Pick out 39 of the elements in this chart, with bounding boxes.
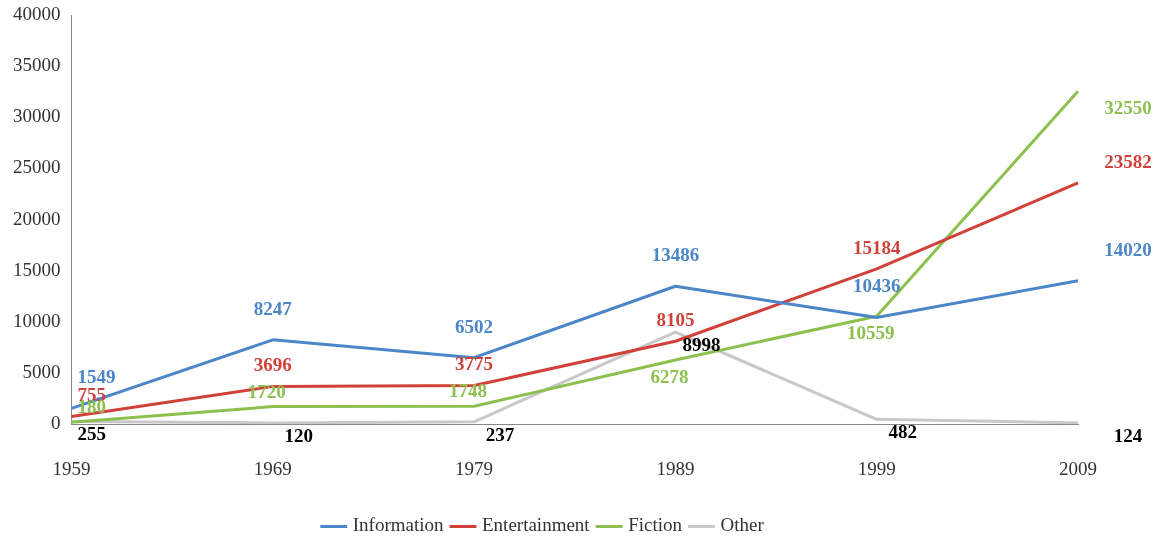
data-label: 32550 (1104, 97, 1152, 119)
y-tick-label: 20000 (13, 207, 61, 229)
y-tick-label: 35000 (13, 54, 61, 76)
x-tick-label: 1989 (656, 457, 695, 479)
data-label: 10436 (852, 275, 901, 297)
data-label: 13486 (651, 244, 700, 266)
y-tick-label: 15000 (13, 258, 61, 280)
x-tick-label: 1979 (455, 457, 494, 479)
y-tick-label: 10000 (13, 309, 61, 331)
data-label: 1549 (77, 366, 116, 388)
legend-label: Other (720, 514, 765, 536)
legend-label: Fiction (628, 514, 683, 536)
data-label: 8998 (682, 334, 721, 356)
data-label: 15184 (852, 236, 901, 258)
data-label: 14020 (1104, 238, 1152, 260)
data-label: 482 (888, 421, 917, 443)
x-tick-label: 2009 (1059, 457, 1097, 479)
data-label: 255 (77, 423, 106, 445)
x-tick-label: 1959 (52, 457, 91, 479)
legend-label: Information (352, 514, 445, 536)
data-label: 8247 (253, 297, 293, 319)
x-tick-label: 1969 (253, 457, 292, 479)
y-tick-label: 5000 (22, 361, 61, 383)
data-label: 237 (485, 423, 515, 445)
y-tick-label: 0 (51, 412, 61, 434)
data-label: 10559 (846, 322, 895, 344)
data-label: 3775 (455, 353, 494, 375)
y-tick-label: 25000 (13, 156, 61, 178)
y-tick-label: 30000 (13, 105, 61, 127)
data-label: 8105 (656, 309, 695, 331)
data-label: 3696 (253, 354, 292, 376)
y-tick-label: 40000 (13, 2, 61, 24)
data-label: 124 (1113, 424, 1143, 446)
data-label: 23582 (1104, 150, 1152, 172)
legend-label: Entertainment (482, 514, 591, 536)
data-label: 6502 (455, 315, 494, 337)
x-tick-label: 1999 (857, 457, 896, 479)
data-label: 6278 (650, 365, 689, 387)
data-label: 120 (284, 424, 314, 446)
